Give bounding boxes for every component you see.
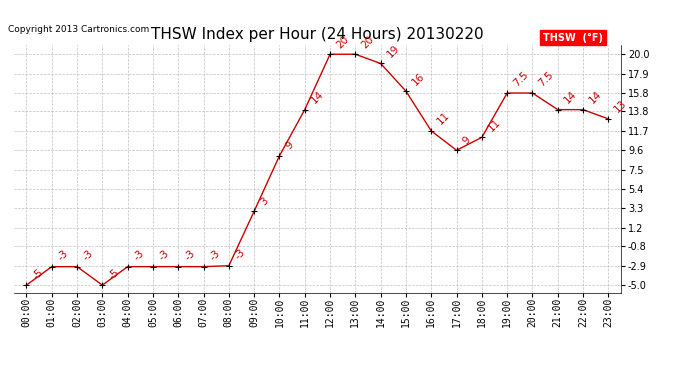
Text: -3: -3	[56, 248, 70, 262]
Text: 7.5: 7.5	[511, 70, 530, 89]
Title: THSW Index per Hour (24 Hours) 20130220: THSW Index per Hour (24 Hours) 20130220	[151, 27, 484, 42]
Text: -5: -5	[30, 267, 45, 281]
Text: 11: 11	[435, 110, 452, 127]
Text: 9: 9	[461, 134, 473, 146]
Text: -3: -3	[182, 248, 197, 262]
Text: -3: -3	[157, 248, 172, 262]
Text: 16: 16	[410, 70, 426, 87]
Text: 19: 19	[385, 43, 402, 59]
Text: Copyright 2013 Cartronics.com: Copyright 2013 Cartronics.com	[8, 25, 149, 34]
Text: -5: -5	[106, 267, 121, 281]
Text: -3: -3	[233, 247, 248, 261]
Text: 14: 14	[562, 89, 578, 105]
Text: -3: -3	[132, 248, 146, 262]
Text: -3: -3	[81, 248, 96, 262]
Text: 14: 14	[587, 89, 604, 105]
Text: -3: -3	[208, 248, 222, 262]
Text: THSW  (°F): THSW (°F)	[543, 33, 603, 42]
Text: 20: 20	[359, 34, 376, 50]
Text: 14: 14	[309, 89, 326, 105]
Text: 13: 13	[613, 98, 629, 115]
Text: 11: 11	[486, 117, 502, 133]
Text: 20: 20	[334, 34, 351, 50]
Text: 9: 9	[284, 140, 295, 152]
Text: 3: 3	[258, 195, 270, 207]
Text: 7.5: 7.5	[537, 70, 555, 89]
